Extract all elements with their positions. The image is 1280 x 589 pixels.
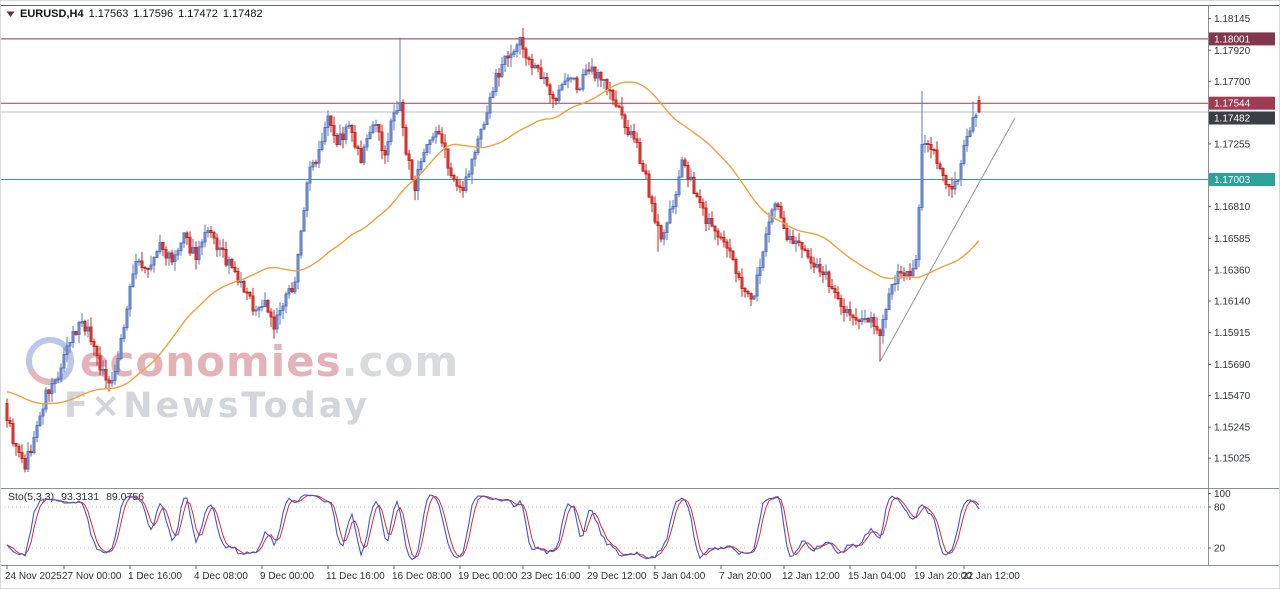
symbol-dropdown-icon[interactable] [6,10,15,18]
stochastic-signal-line [6,494,980,559]
time-tick-label: 27 Nov 00:00 [62,571,122,582]
time-tick-label: 29 Dec 12:00 [587,571,647,582]
price-tick-label: 1.15025 [1214,454,1251,465]
watermark-brand: economies.com [80,337,459,386]
time-axis[interactable]: 24 Nov 2025 27 Nov 00:00 1 Dec 16:00 4 Dec … [5,565,1020,583]
ohlc-low: 1.17472 [178,8,218,20]
price-badge-label: 1.18001 [1214,34,1251,45]
time-tick-label: 19 Dec 00:00 [458,571,518,582]
price-tick-label: 1.15470 [1214,391,1251,402]
time-tick-label: 22 Jan 12:00 [962,571,1020,582]
price-tick-label: 1.16810 [1214,202,1251,213]
price-tick-label: 1.16585 [1214,234,1251,245]
price-badge [1209,32,1275,46]
time-tick-label: 15 Jan 04:00 [848,571,906,582]
trendline[interactable] [879,117,1016,362]
sto-level-label: 100 [1214,489,1231,500]
sto-level-label: 20 [1214,544,1226,555]
time-tick-label: 16 Dec 08:00 [392,571,452,582]
time-tick-label: 9 Dec 00:00 [260,571,314,582]
price-badge-label: 1.17544 [1214,99,1251,110]
price-tick-label: 1.18145 [1214,14,1251,25]
price-tick-label: 1.15245 [1214,423,1251,434]
moving-average-line [6,81,980,405]
price-tick-label: 1.15690 [1214,360,1251,371]
price-tick-label: 1.17255 [1214,140,1251,151]
price-badge-label: 1.17482 [1214,114,1251,125]
watermark: economies.com F×NewsToday [26,337,459,426]
price-tick-label: 1.16360 [1214,266,1251,277]
time-tick-label: 7 Jan 20:00 [719,571,772,582]
price-tick-label: 1.15915 [1214,328,1251,339]
time-tick-label: 1 Dec 16:00 [128,571,182,582]
ohlc-open: 1.17563 [88,8,129,20]
time-tick-label: 12 Jan 12:00 [782,571,840,582]
stochastic-panel[interactable] [0,494,1208,561]
watermark-tagline: F×NewsToday [64,386,370,426]
price-tick-label: 1.17920 [1214,46,1251,57]
symbol-timeframe: EURUSD,H4 [20,8,84,20]
price-badge [1209,96,1275,110]
time-tick-label: 24 Nov 2025 [5,571,62,582]
stochastic-main-line [6,494,980,561]
time-tick-label: 23 Dec 16:00 [521,571,581,582]
chart-ohlc-header: EURUSD,H4 1.17563 1.17596 1.17472 1.1748… [6,8,263,20]
time-tick-label: 4 Dec 08:00 [194,571,248,582]
bear-candles [5,27,981,473]
time-tick-label: 11 Dec 16:00 [326,571,385,582]
ohlc-high: 1.17596 [133,8,174,20]
price-badge [1209,173,1275,186]
time-tick-label: 19 Jan 20:00 [914,571,972,582]
price-tick-label: 1.16140 [1214,297,1251,308]
price-axis[interactable]: 1.18145 1.17920 1.17700 1.17255 1.16810 1.165… [1208,14,1275,555]
ohlc-close: 1.17482 [222,8,263,20]
main-plot[interactable] [0,27,1208,473]
time-tick-label: 5 Jan 04:00 [653,571,706,582]
price-badge [1209,111,1275,125]
sto-level-label: 80 [1214,503,1226,514]
price-badge-label: 1.17003 [1214,175,1251,186]
price-tick-label: 1.17700 [1214,77,1251,88]
